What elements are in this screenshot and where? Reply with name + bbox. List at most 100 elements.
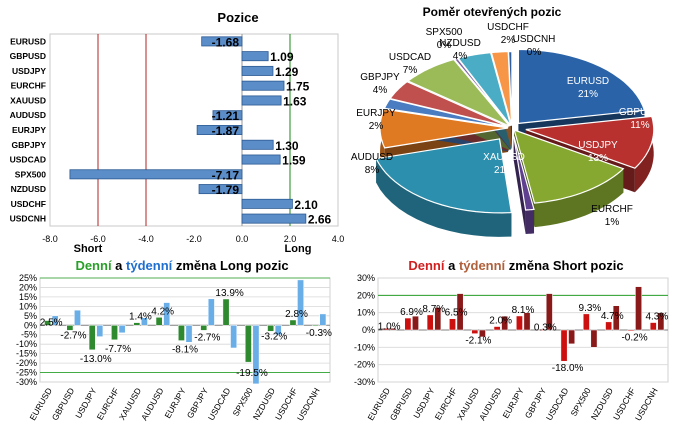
position-value-label: 1.63 [283,94,307,108]
weekly-bar-usdchf [297,279,304,326]
pie-slice-gbpusd [525,115,655,169]
pie-pct-gbpjpy: 4% [373,85,388,96]
position-value-label: 2.10 [294,198,318,212]
weekly-bar-audusd [501,315,509,331]
daily-bar-spx500 [244,325,252,363]
positions-x-tick: -4.0 [138,234,154,244]
daily-bar-gbpusd [404,317,412,331]
position-category-label: NZDUSD [11,184,46,194]
change-value-label: -3.2% [261,331,287,342]
change-value-label: 6.9% [400,307,423,318]
pie-slice-edge [534,168,624,228]
y-tick-label: 10% [357,308,375,318]
title-part: změna Long pozic [172,258,288,273]
pie-label-eurchf: EURCHF [591,204,633,215]
y-tick-label: -30% [354,377,375,387]
weekly-bar-nzdusd [612,305,620,331]
position-bar-eurchf [241,80,285,91]
pie-label-eurusd: EURUSD [567,76,609,87]
pie-slice-xauusd [375,138,513,214]
change-value-label: 4.3% [645,312,668,323]
position-value-label: -1.79 [212,183,240,197]
pie-title: Poměr otevřených pozic [423,5,562,19]
daily-bar-xauusd [133,322,141,326]
pie-slice-usdjpy [513,129,625,204]
pie-pct-eurusd: 21% [578,89,598,100]
change-value-label: 4.2% [151,306,174,317]
position-value-label: -1.87 [212,124,240,138]
change-value-label: 2.8% [285,309,308,320]
y-tick-label: -15% [16,349,37,359]
change-value-label: 0.3% [534,322,557,333]
position-bar-spx500 [69,169,243,180]
change-value-label: 9.3% [579,303,602,314]
change-value-label: -13.0% [80,354,112,365]
weekly-bar-gbpjpy [207,298,215,326]
position-value-label: -7.17 [212,168,240,182]
weekly-bar-eurjpy [185,325,193,343]
daily-bar-usdjpy [88,325,96,351]
pie-slice-usdcad [406,58,510,127]
pie-label-usdcad: USDCAD [389,52,431,63]
change-value-label: 1.4% [129,312,152,323]
weekly-bar-gbpusd [412,315,419,331]
weekly-bar-usdcad [230,325,238,349]
change-value-label: -2.1% [465,336,491,347]
y-tick-label: -25% [16,368,37,378]
position-bar-usdcad [241,154,281,165]
short-change-title: Denní a týdenní změna Short pozic [408,258,623,273]
daily-bar-nzdusd [605,321,613,331]
pie-slice-edge [634,116,654,193]
position-value-label: 1.30 [275,139,299,153]
short-label: Short [74,243,103,255]
short-change-chart: Denní a týdenní změna Short pozic 30% 20%… [354,258,669,423]
weekly-bar-spx500 [252,325,260,385]
position-value-label: 1.75 [286,80,310,94]
long-change-chart: Denní a týdenní změna Long pozic 25%20%1… [16,258,332,423]
change-value-label: -18.0% [552,363,584,374]
y-tick-label: -30% [16,377,37,387]
position-value-label: 1.29 [275,65,299,79]
pie-pct-audusd: 8% [365,165,380,176]
daily-bar-usdcad [222,298,230,326]
positions-x-tick: 2.0 [284,234,297,244]
title-part: týdenní [459,258,506,273]
pie-slice-edge [376,158,512,237]
change-value-label: 13.9% [215,288,243,299]
weekly-bar-usdcnh [319,313,327,326]
pie-slice-edge [525,209,534,234]
position-bar-usdchf [241,198,293,209]
title-part: Denní [408,258,445,273]
long-change-plot-area [39,277,331,383]
daily-bar-audusd [493,326,501,331]
pie-label-xauusd: XAUUSD [483,152,525,163]
weekly-bar-eurusd [51,315,59,326]
category-label: SPX500 [231,386,255,418]
pie-label-audusd: AUDUSD [351,152,393,163]
positions-x-tick: -2.0 [186,234,202,244]
change-value-label: 2.5% [40,318,63,329]
position-category-label: USDJPY [12,66,46,76]
change-value-label: -0.2% [621,332,647,343]
daily-bar-eurchf [111,325,118,341]
weekly-bar-xauusd [479,329,486,338]
position-category-label: GBPJPY [12,140,47,150]
weekly-bar-eurchf [456,293,464,331]
position-category-label: EURCHF [11,81,46,91]
y-tick-label: 25% [19,273,37,283]
position-bar-eurusd [201,36,243,47]
positions-title: Pozice [217,10,258,25]
change-value-label: 6.5% [445,308,468,319]
pie-pct-usdchf: 2% [501,35,516,46]
position-category-label: GBPUSD [10,51,46,61]
position-category-label: SPX500 [15,169,46,179]
position-category-label: EURJPY [12,125,46,135]
y-tick-label: -20% [16,358,37,368]
pie-pct-spx500: 0% [437,40,452,51]
pie-slice-side [513,136,526,235]
y-tick-label: 30% [357,273,375,283]
daily-bar-xauusd [471,329,479,334]
y-tick-label: -20% [354,360,375,370]
position-bar-audusd [212,110,243,121]
title-part: a [444,258,458,273]
